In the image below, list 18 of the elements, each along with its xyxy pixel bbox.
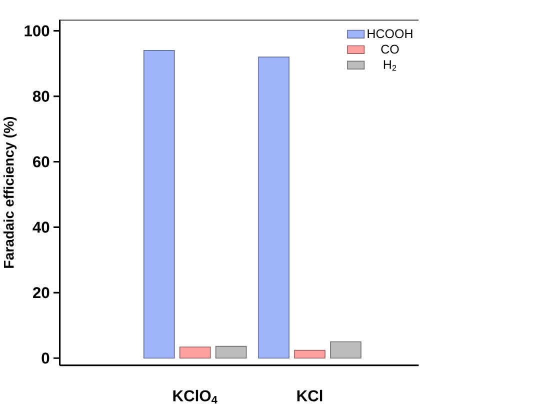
bar <box>143 50 175 359</box>
legend-label: H$_{2}$ <box>384 60 396 71</box>
bar <box>179 346 211 359</box>
bar <box>294 350 326 359</box>
y-tick-label: 60 <box>33 156 50 168</box>
x-tick-label: KCl <box>297 390 322 402</box>
bar <box>330 341 362 359</box>
y-tick-label: 0 <box>42 352 50 364</box>
y-tick-label: 100 <box>24 25 50 36</box>
x-tick-label: KClO$_{4}$ <box>173 390 218 404</box>
y-tick-label: 20 <box>32 287 50 298</box>
bar <box>215 346 247 359</box>
y-tick-label: 40 <box>32 222 50 233</box>
y-tick-label: 80 <box>32 90 50 102</box>
bar <box>258 56 290 359</box>
y-axis-title: Faradaic efficiency (%) <box>3 116 17 268</box>
legend-label: CO <box>381 44 399 54</box>
legend-label: HCOOH <box>368 29 412 38</box>
